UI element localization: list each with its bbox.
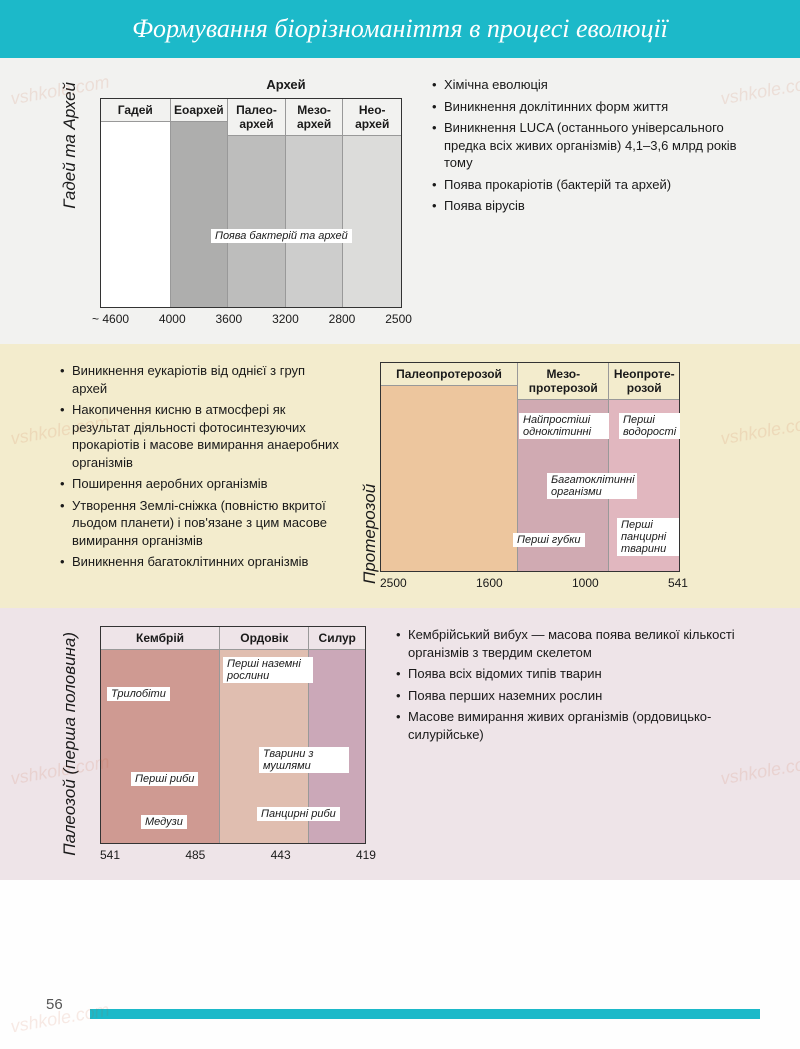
column-body (228, 136, 285, 307)
column-body (101, 122, 170, 307)
column-header: Неопроте- розой (609, 363, 679, 400)
timeline-column: Нео- архей (343, 99, 401, 307)
tick-label: 1600 (476, 576, 503, 590)
section2-bullets: Виникнення еукаріотів від однієї з груп … (60, 362, 340, 575)
section1-chart: ГадейЕоархейПалео- архейМезо- архейНео- … (100, 98, 402, 308)
bullet-item: Виникнення доклітинних форм життя (432, 98, 760, 116)
timeline-column: Палео- архей (228, 99, 286, 307)
tick-label: 485 (185, 848, 205, 862)
column-header: Ордовік (220, 627, 308, 650)
section3-ticks: 541 485 443 419 (100, 848, 376, 862)
bullet-item: Хімічна еволюція (432, 76, 760, 94)
organism-label: Перші наземні рослини (223, 657, 313, 683)
column-header: Палеопротерозой (381, 363, 517, 386)
tick-label: 419 (356, 848, 376, 862)
column-body (171, 122, 228, 307)
bullet-item: Накопичення кисню в атмосфері як результ… (60, 401, 340, 471)
section3-bullets: Кембрійський вибух — масова поява велико… (396, 626, 760, 747)
organism-label: Перші риби (131, 772, 198, 786)
tick-label: ~ 4600 (92, 312, 129, 326)
timeline-column: Кембрій (101, 627, 220, 843)
bullet-item: Виникнення багатоклітинних організмів (60, 553, 340, 571)
tick-label: 541 (668, 576, 688, 590)
bullet-item: Виникнення еукаріотів від однієї з груп … (60, 362, 340, 397)
timeline-column: Еоархей (171, 99, 229, 307)
section2-chart: ПалеопротерозойМезо- протерозойНеопроте-… (380, 362, 680, 572)
section1-ticks: ~ 4600 4000 3600 3200 2800 2500 (92, 312, 412, 326)
bullet-item: Поява перших наземних рослин (396, 687, 760, 705)
tick-label: 443 (271, 848, 291, 862)
section-proterozoic: Виникнення еукаріотів від однієї з груп … (0, 344, 800, 608)
page-number: 56 (46, 996, 63, 1013)
organism-label: Перші панцирні тварини (617, 518, 679, 556)
column-header: Нео- архей (343, 99, 401, 136)
column-header: Гадей (101, 99, 170, 122)
tick-label: 3600 (216, 312, 243, 326)
section-archean: Гадей та Архей ГадейЕоархейПалео- архейМ… (0, 58, 800, 344)
bullet-item: Утворення Землі-сніжка (повністю вкритої… (60, 497, 340, 550)
column-body (381, 386, 517, 571)
tick-label: 3200 (272, 312, 299, 326)
column-header: Кембрій (101, 627, 219, 650)
section-paleozoic: Палеозой (перша половина) КембрійОрдовік… (0, 608, 800, 880)
tick-label: 541 (100, 848, 120, 862)
page-title: Формування біорізноманіття в процесі ево… (132, 14, 668, 43)
column-header: Мезо- протерозой (518, 363, 608, 400)
organism-label: Панцирні риби (257, 807, 340, 821)
bullet-item: Кембрійський вибух — масова поява велико… (396, 626, 760, 661)
tick-label: 2800 (329, 312, 356, 326)
section1-bullets: Хімічна еволюція Виникнення доклітинних ф… (432, 76, 760, 219)
organism-label: Перші водорості (619, 413, 680, 439)
section2-label: Протерозой (360, 362, 380, 590)
organism-label: Медузи (141, 815, 187, 829)
organism-label: Найпростіші одноклітинні (519, 413, 609, 439)
super-header: Архей (171, 77, 401, 92)
organism-label: Багатоклітинні організми (547, 473, 637, 499)
section3-chart-wrap: КембрійОрдовікСилур Трилобіти Перші риби М… (100, 626, 376, 862)
timeline-column: Мезо- архей (286, 99, 344, 307)
tick-label: 1000 (572, 576, 599, 590)
chart-caption: Поява бактерій та архей (211, 229, 352, 243)
bullet-item: Масове вимирання живих організмів (ордов… (396, 708, 760, 743)
tick-label: 4000 (159, 312, 186, 326)
section3-chart: КембрійОрдовікСилур Трилобіти Перші риби М… (100, 626, 366, 844)
column-header: Палео- архей (228, 99, 285, 136)
section2-chart-wrap: Протерозой ПалеопротерозойМезо- протероз… (360, 362, 688, 590)
organism-label: Тварини з мушлями (259, 747, 349, 773)
organism-label: Трилобіти (107, 687, 170, 701)
bullet-item: Поширення аеробних організмів (60, 475, 340, 493)
timeline-column: Гадей (101, 99, 171, 307)
column-body (343, 136, 401, 307)
column-header: Силур (309, 627, 365, 650)
footer-bar (90, 1009, 760, 1019)
timeline-column: Палеопротерозой (381, 363, 518, 571)
section1-chart-wrap: ГадейЕоархейПалео- архейМезо- архейНео- … (100, 76, 412, 326)
bullet-item: Поява всіх відомих типів тварин (396, 665, 760, 683)
organism-label: Перші губки (513, 533, 585, 547)
tick-label: 2500 (385, 312, 412, 326)
tick-label: 2500 (380, 576, 407, 590)
column-body (286, 136, 343, 307)
bullet-item: Виникнення LUCA (останнього універсально… (432, 119, 760, 172)
column-header: Мезо- архей (286, 99, 343, 136)
section2-ticks: 2500 1600 1000 541 (380, 576, 688, 590)
column-header: Еоархей (171, 99, 228, 122)
section3-label: Палеозой (перша половина) (60, 626, 80, 862)
page-header: Формування біорізноманіття в процесі ево… (0, 0, 800, 58)
bullet-item: Поява прокаріотів (бактерій та архей) (432, 176, 760, 194)
section1-label: Гадей та Архей (60, 76, 80, 215)
bullet-item: Поява вірусів (432, 197, 760, 215)
